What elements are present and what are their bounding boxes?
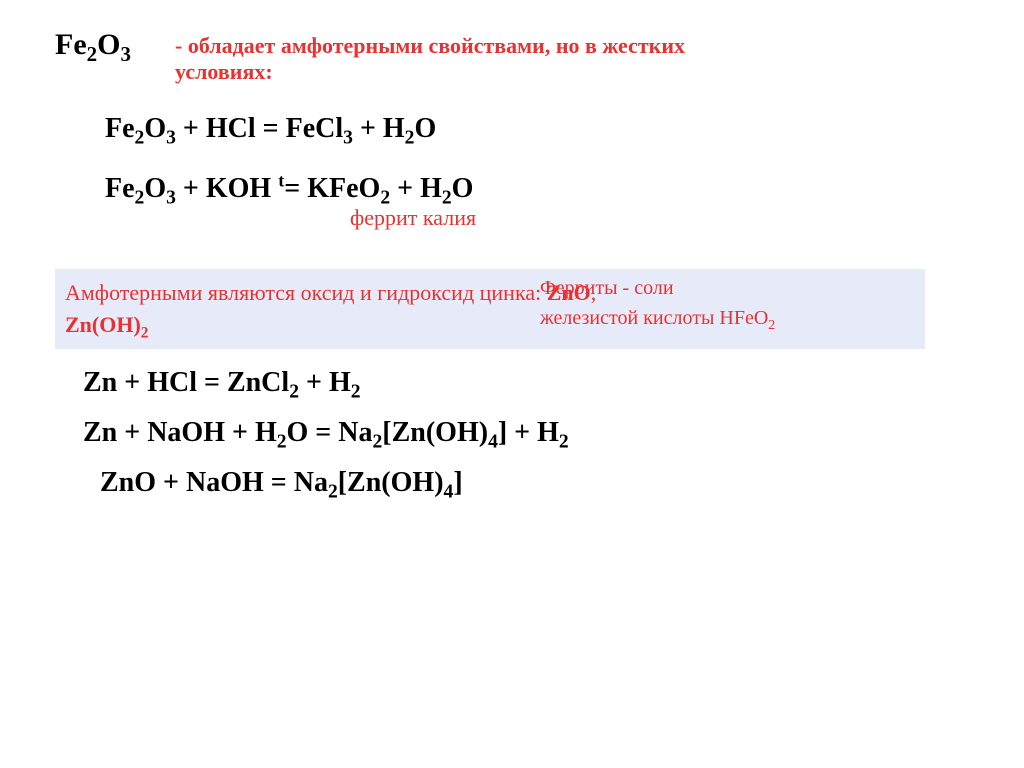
eq2-p4: = KFeO [284, 173, 380, 204]
eq4-s1: 2 [277, 431, 287, 452]
zinc-text: Амфотерными являются оксид и гидроксид ц… [65, 280, 547, 305]
eq2-p1: Fe [105, 173, 135, 204]
sub-2: 2 [87, 42, 98, 66]
ferrites-line2-sub: 2 [768, 318, 775, 333]
eq3-p2: + H [299, 367, 351, 398]
eq2-p2: O [144, 173, 166, 204]
ferrit-potassium-label: феррит калия [350, 205, 969, 231]
equation-zno-naoh: ZnO + NaOH = Na2[Zn(OH)4] [100, 467, 969, 499]
eq1-s3: 3 [343, 128, 353, 149]
fe-text: Fe [55, 28, 87, 61]
eq4-s2: 2 [372, 431, 382, 452]
amphoteric-properties-line2: условиях: [175, 59, 969, 85]
equation-fe2o3-hcl: Fe2O3 + HCl = FeCl3 + H2O [105, 113, 969, 145]
equation-fe2o3-koh: Fe2O3 + KOH t= KFeO2 + H2O [105, 173, 969, 205]
sub-3: 3 [120, 42, 131, 66]
eq1-s1: 2 [135, 128, 145, 149]
eq1-p4: + H [353, 113, 405, 144]
eq2-s1: 2 [135, 188, 145, 209]
eq5-s2: 4 [444, 481, 454, 502]
eq2-p3: + KOH [176, 173, 278, 204]
eq3-s2: 2 [351, 381, 361, 402]
eq1-p2: O [144, 113, 166, 144]
amphoteric-properties-line1: - обладает амфотерными свойствами, но в … [175, 33, 685, 58]
equation-zn-naoh-h2o: Zn + NaOH + H2O = Na2[Zn(OH)4] + H2 [83, 417, 969, 449]
eq5-s1: 2 [328, 481, 338, 502]
eq1-p3: + HCl = FeCl [176, 113, 343, 144]
equation-zn-hcl: Zn + HCl = ZnCl2 + H2 [83, 367, 969, 399]
eq5-p2: [Zn(OH) [338, 467, 444, 498]
o-text: O [97, 28, 120, 61]
eq2-p5: + H [390, 173, 442, 204]
eq4-p4: ] + H [498, 417, 559, 448]
eq1-s4: 2 [405, 128, 415, 149]
eq4-s4: 2 [559, 431, 569, 452]
ferrites-line1: Ферриты - соли [540, 277, 674, 299]
eq4-p1: Zn + NaOH + H [83, 417, 277, 448]
eq4-s3: 4 [488, 431, 498, 452]
ferrites-definition: Ферриты - соли железистой кислоты HFeO2 [540, 273, 775, 333]
ferrites-line2a: железистой кислоты HFeO [540, 307, 768, 329]
eq1-s2: 3 [166, 128, 176, 149]
eq4-p3: [Zn(OH) [382, 417, 488, 448]
znoh2-formula-a: Zn(OH) [65, 312, 141, 337]
eq2-p6: O [452, 173, 474, 204]
eq1-p5: O [414, 113, 436, 144]
eq1-p1: Fe [105, 113, 135, 144]
eq3-s1: 2 [289, 381, 299, 402]
header-row: Fe2O3 - обладает амфотерными свойствами,… [55, 28, 969, 85]
amphoteric-zinc-box: Амфотерными являются оксид и гидроксид ц… [55, 269, 925, 349]
fe2o3-header: Fe2O3 [55, 28, 131, 62]
eq5-p3: ] [453, 467, 462, 498]
eq3-p1: Zn + HCl = ZnCl [83, 367, 289, 398]
znoh2-sub: 2 [141, 324, 149, 341]
eq4-p2: O = Na [287, 417, 373, 448]
eq2-s2: 3 [166, 188, 176, 209]
eq5-p1: ZnO + NaOH = Na [100, 467, 328, 498]
